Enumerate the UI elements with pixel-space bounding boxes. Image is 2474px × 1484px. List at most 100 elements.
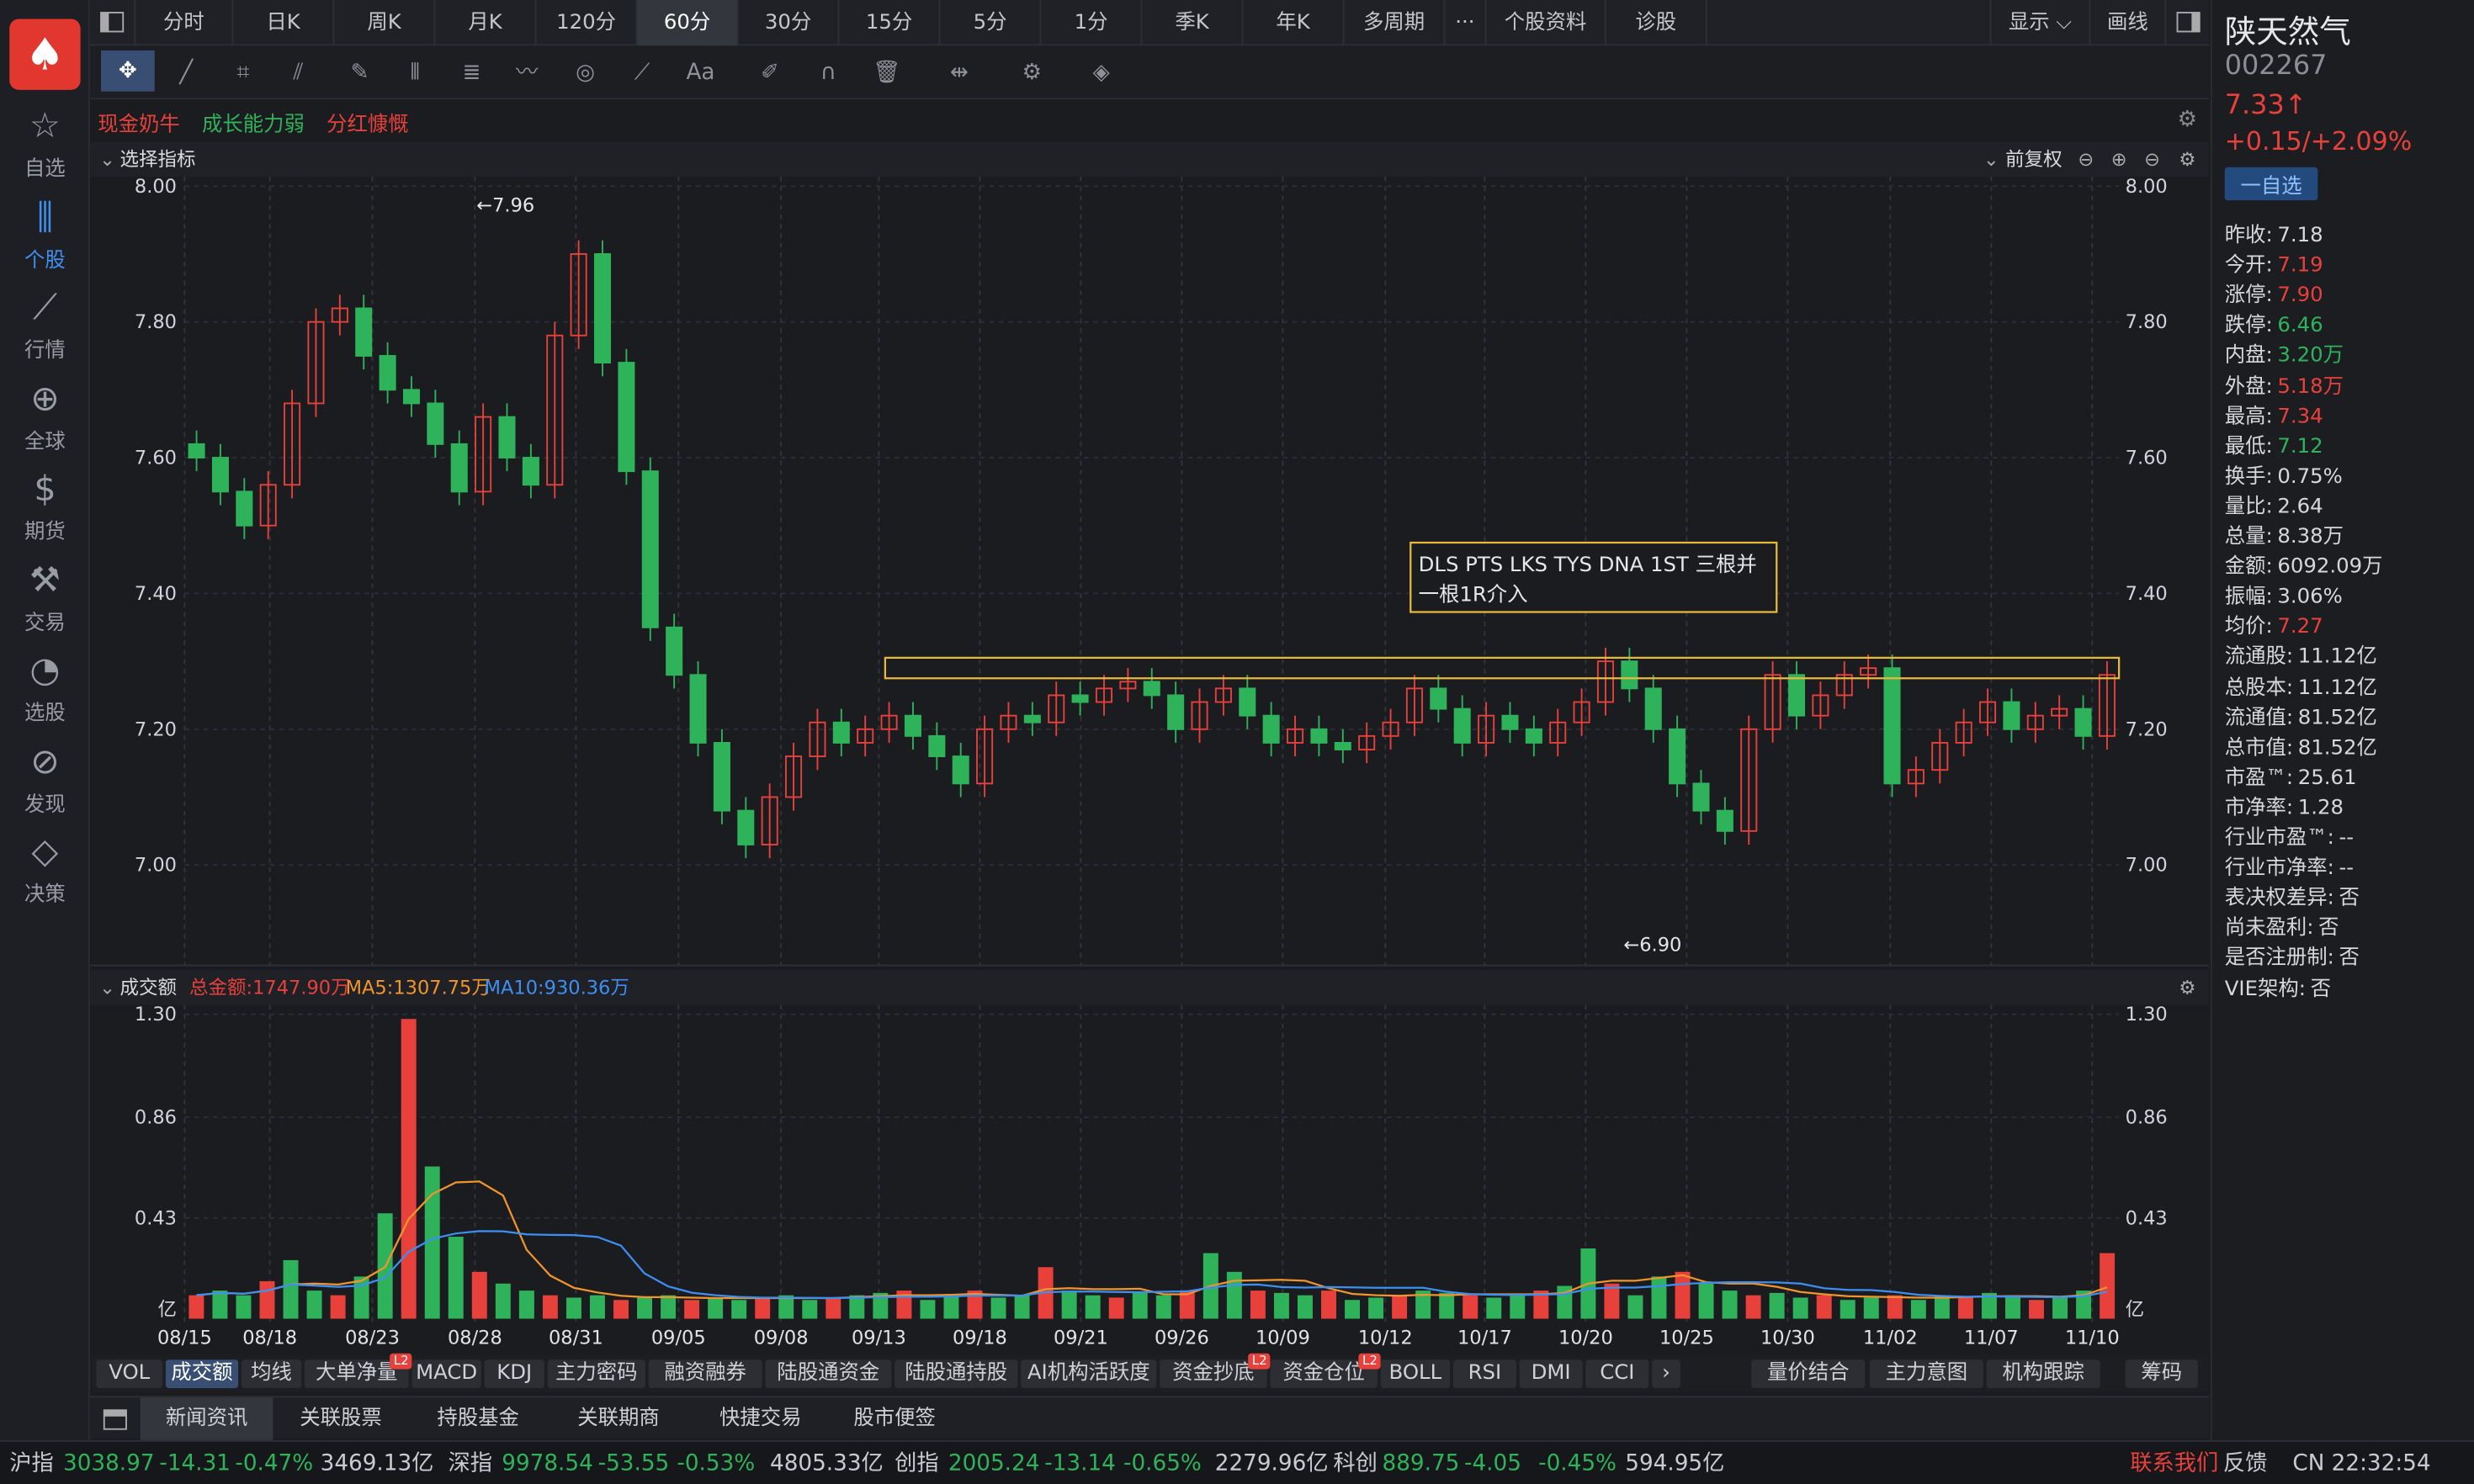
trash-icon[interactable]: 🗑 — [873, 60, 901, 86]
indicator-tab-3[interactable]: 大单净量 L2 — [304, 1353, 412, 1388]
indicator-tab-16[interactable]: CCI — [1585, 1359, 1649, 1388]
tab-8[interactable]: 5分 — [941, 0, 1042, 46]
contact-us-link[interactable]: 联系我们 — [2130, 1451, 2219, 1476]
indicator-tab-1[interactable]: 成交额 — [165, 1359, 239, 1388]
indicator-tab-14[interactable]: RSI — [1452, 1359, 1516, 1388]
text-tool-icon[interactable]: Aa — [686, 60, 715, 86]
tab-9[interactable]: 1分 — [1042, 0, 1143, 46]
tab-7[interactable]: 15分 — [840, 0, 941, 46]
news-tab-5[interactable]: 股市便签 — [853, 1407, 936, 1431]
playing-card-spade-icon[interactable]: ♠ — [9, 19, 81, 90]
layers-icon[interactable]: ◈ — [1092, 60, 1110, 86]
indicator-tab-10[interactable]: AI机构活跃度 — [1021, 1359, 1157, 1388]
news-tab-3[interactable]: 关联期商 — [577, 1407, 660, 1431]
nav-item-5[interactable]: ⚒ 交易 — [0, 561, 90, 635]
zoom-in-icon[interactable]: ⊕ — [2110, 148, 2127, 171]
quote-key: VIE架构: — [2224, 977, 2306, 1001]
tab-14[interactable]: 个股资料 — [1486, 0, 1606, 46]
sidebar-toggle-icon[interactable] — [90, 0, 136, 46]
gear-icon[interactable]: ⚙ — [2179, 976, 2196, 999]
indicator-tab-5[interactable]: KDJ — [484, 1359, 544, 1388]
indicator-tab-9[interactable]: 陆股通持股 — [895, 1359, 1018, 1388]
indicator-tab-15[interactable]: DMI — [1519, 1359, 1583, 1388]
nav-item-0[interactable]: ☆ 自选 — [0, 108, 90, 182]
gear-icon[interactable]: ⚙ — [2179, 148, 2196, 171]
crop-tool-icon[interactable]: ⌗ — [236, 60, 250, 86]
tab-0[interactable]: 分时 — [135, 0, 234, 46]
add-watchlist-button[interactable]: 一自选 — [2224, 167, 2318, 201]
indicator-tab-13[interactable]: BOLL — [1380, 1359, 1451, 1388]
split-view-icon[interactable]: ⇹ — [949, 60, 969, 86]
adjust-select[interactable]: 前复权 — [2005, 148, 2063, 171]
crosshair-cursor-icon[interactable]: ✥ — [101, 50, 155, 92]
fan-tool-icon[interactable]: ⫽ — [293, 60, 304, 86]
cy-index-label[interactable]: 创指 — [895, 1451, 939, 1476]
tab-1[interactable]: 日K — [234, 0, 335, 46]
tab-2[interactable]: 周K — [335, 0, 436, 46]
minus-icon[interactable]: ⊖ — [2144, 148, 2160, 171]
sh-index-label[interactable]: 沪指 — [9, 1451, 54, 1476]
magnet-tool-icon[interactable]: ∩ — [820, 60, 836, 86]
indicator-tab-0[interactable]: VOL — [96, 1359, 163, 1388]
tab-12[interactable]: 多周期 — [1345, 0, 1446, 46]
indicator-tab-7[interactable]: 融资融券 — [648, 1359, 762, 1388]
indicator-tab-8[interactable]: 陆股通资金 — [765, 1359, 892, 1388]
tab-15[interactable]: 诊股 — [1606, 0, 1707, 46]
indicator-tab-4[interactable]: MACD — [411, 1359, 481, 1388]
zoom-out-icon[interactable]: ⊖ — [2078, 148, 2094, 171]
kline-chart[interactable]: 8.00 8.00 7.80 7.80 7.60 7.60 7.40 7.40 7.20 7.20… — [0, 0, 2209, 1357]
indicator-tab-right-3[interactable]: 筹码 — [2125, 1359, 2198, 1388]
gear-icon[interactable]: ⚙ — [2177, 107, 2198, 133]
nav-item-7[interactable]: ⊘ 发现 — [0, 742, 90, 816]
tab-11[interactable]: 年K — [1244, 0, 1345, 46]
news-tab-0[interactable]: 新闻资讯 — [140, 1397, 273, 1440]
cycle-tool-icon[interactable]: ◎ — [576, 60, 596, 86]
chevron-down-icon[interactable]: ⌄ — [1983, 148, 1999, 171]
display-dropdown[interactable]: 显示 ⌵ — [1989, 0, 2091, 46]
gear-icon[interactable]: ⚙ — [1022, 60, 1043, 86]
wave-tool-icon[interactable]: 〰 — [516, 60, 539, 86]
candle-body — [1478, 714, 1495, 744]
eraser-tool-icon[interactable]: ✐ — [760, 60, 779, 86]
news-tab-2[interactable]: 持股基金 — [437, 1407, 519, 1431]
news-tab-4[interactable]: 快捷交易 — [719, 1407, 802, 1431]
news-tab-1[interactable]: 关联股票 — [300, 1407, 382, 1431]
ruler-tool-icon[interactable]: ⟋ — [634, 60, 650, 86]
line-tool-icon[interactable]: ╱ — [179, 60, 194, 86]
gann-tool-icon[interactable]: ⦀ — [410, 60, 420, 86]
draw-line-button[interactable]: 画线 — [2090, 0, 2167, 46]
tab-13[interactable]: ··· — [1446, 0, 1487, 46]
panel-toggle-icon[interactable] — [96, 1397, 134, 1440]
indicator-tab-12[interactable]: 资金仓位 L2 — [1270, 1353, 1381, 1388]
indicator-select[interactable]: 选择指标 — [119, 148, 196, 171]
kc-index-label[interactable]: 科创 — [1333, 1451, 1378, 1476]
nav-item-6[interactable]: ◔ 选股 — [0, 651, 90, 725]
nav-item-4[interactable]: $ 期货 — [0, 470, 90, 544]
volume-bar — [943, 1295, 959, 1319]
indicator-tab-right-0[interactable]: 量价结合 — [1751, 1359, 1866, 1388]
collapse-chevron-icon[interactable]: ⌄ — [99, 148, 115, 171]
feedback-link[interactable]: 反馈 — [2222, 1451, 2268, 1476]
indicator-tab-2[interactable]: 均线 — [241, 1359, 302, 1388]
tab-10[interactable]: 季K — [1143, 0, 1244, 46]
collapse-chevron-icon[interactable]: ⌄ — [99, 976, 115, 999]
nav-item-2[interactable]: ⟋ 行情 — [0, 289, 90, 363]
sz-index-label[interactable]: 深指 — [448, 1451, 493, 1476]
nav-item-8[interactable]: ◇ 决策 — [0, 833, 90, 907]
stock-name: 陕天然气 — [2224, 13, 2351, 50]
tab-5[interactable]: 60分 — [637, 0, 739, 46]
nav-item-3[interactable]: ⊕ 全球 — [0, 379, 90, 453]
indicator-tab-11[interactable]: 资金抄底 L2 — [1160, 1353, 1271, 1388]
tab-4[interactable]: 120分 — [537, 0, 638, 46]
indicator-tab-6[interactable]: 主力密码 — [547, 1359, 645, 1388]
tab-6[interactable]: 30分 — [739, 0, 840, 46]
panel-toggle-icon[interactable] — [2166, 0, 2209, 45]
fibonacci-tool-icon[interactable]: ≣ — [462, 60, 481, 86]
indicator-tab-17[interactable]: › — [1652, 1359, 1680, 1388]
indicator-tab-right-2[interactable]: 机构跟踪 — [1986, 1359, 2100, 1388]
pen-tool-icon[interactable]: ✎ — [350, 60, 369, 86]
indicator-tab-right-1[interactable]: 主力意图 — [1869, 1359, 1983, 1388]
quote-key: 量比: — [2224, 495, 2273, 519]
tab-3[interactable]: 月K — [436, 0, 537, 46]
nav-item-1[interactable]: ⫼ 个股 — [0, 198, 90, 272]
